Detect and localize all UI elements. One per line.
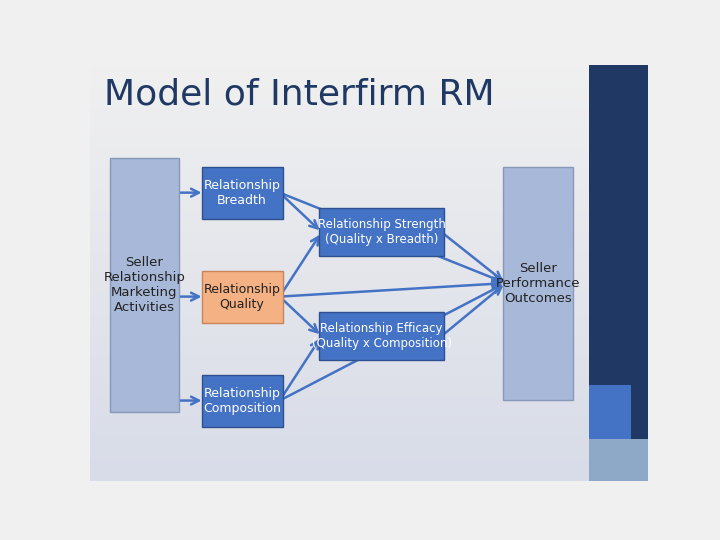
FancyBboxPatch shape bbox=[109, 158, 179, 412]
Bar bbox=[590, 385, 631, 439]
Text: Model of Interfirm RM: Model of Interfirm RM bbox=[104, 77, 495, 111]
FancyBboxPatch shape bbox=[503, 167, 572, 400]
FancyBboxPatch shape bbox=[319, 208, 444, 256]
FancyBboxPatch shape bbox=[319, 312, 444, 360]
FancyBboxPatch shape bbox=[202, 375, 282, 427]
FancyBboxPatch shape bbox=[202, 271, 282, 322]
Bar bbox=[590, 439, 648, 481]
Text: Seller
Relationship
Marketing
Activities: Seller Relationship Marketing Activities bbox=[104, 256, 185, 314]
Text: Relationship Efficacy
(Quality x Composition): Relationship Efficacy (Quality x Composi… bbox=[312, 322, 451, 350]
Text: Relationship
Composition: Relationship Composition bbox=[203, 387, 281, 415]
Bar bbox=[590, 65, 648, 481]
Text: Seller
Performance
Outcomes: Seller Performance Outcomes bbox=[495, 261, 580, 305]
Text: Relationship
Quality: Relationship Quality bbox=[204, 282, 281, 310]
FancyBboxPatch shape bbox=[202, 167, 282, 219]
Text: Relationship Strength
(Quality x Breadth): Relationship Strength (Quality x Breadth… bbox=[318, 218, 446, 246]
Text: Relationship
Breadth: Relationship Breadth bbox=[204, 179, 281, 207]
